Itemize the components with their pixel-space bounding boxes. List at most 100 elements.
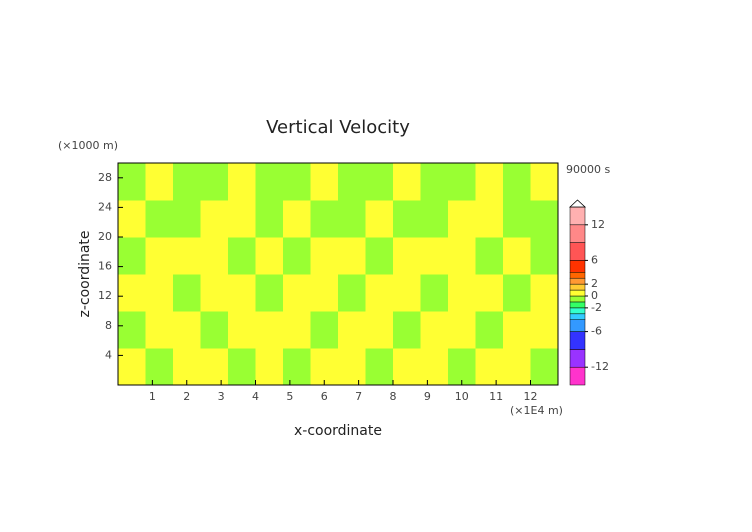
contour-cell xyxy=(200,200,229,238)
contour-cell xyxy=(283,311,311,349)
x-tick-label: 5 xyxy=(286,390,293,403)
contour-cell xyxy=(310,274,339,312)
contour-cell xyxy=(118,311,146,349)
contour-cell xyxy=(200,163,229,201)
colorbar-swatch xyxy=(569,307,586,315)
contour-cell xyxy=(475,163,504,201)
time-label: 90000 s xyxy=(566,163,610,176)
colorbar-swatch xyxy=(569,272,586,279)
contour-cell xyxy=(503,163,531,201)
colorbar-arrow xyxy=(568,199,587,208)
contour-cell xyxy=(173,274,201,312)
contour-cell xyxy=(283,200,311,238)
contour-cell xyxy=(255,200,284,238)
contour-cell xyxy=(338,200,366,238)
contour-cell xyxy=(173,163,201,201)
colorbar-tick-label: 0 xyxy=(591,289,598,302)
contour-cell xyxy=(365,348,394,386)
contour-cell xyxy=(448,311,476,349)
contour-cell xyxy=(310,348,339,386)
contour-cell xyxy=(255,163,284,201)
contour-cell xyxy=(530,163,559,201)
contour-cell xyxy=(310,200,339,238)
chart-title: Vertical Velocity xyxy=(266,117,410,138)
x-axis-label: x-coordinate xyxy=(294,423,382,439)
contour-cell xyxy=(145,237,174,275)
x-tick-label: 10 xyxy=(455,390,469,403)
contour-cell xyxy=(118,237,146,275)
contour-cell xyxy=(530,237,559,275)
contour-cell xyxy=(338,163,366,201)
contour-cell xyxy=(420,237,449,275)
colorbar-swatch xyxy=(569,242,586,261)
colorbar-swatch xyxy=(569,260,586,273)
contour-cell xyxy=(365,311,394,349)
contour-cell xyxy=(200,274,229,312)
contour-cell xyxy=(420,348,449,386)
contour-cell xyxy=(365,274,394,312)
contour-cell xyxy=(338,348,366,386)
contour-cell xyxy=(475,200,504,238)
x-tick-label: 6 xyxy=(321,390,328,403)
contour-cell xyxy=(118,163,146,201)
y-tick-label: 12 xyxy=(98,289,112,302)
x-tick-label: 3 xyxy=(218,390,225,403)
contour-cell xyxy=(283,348,311,386)
contour-cell xyxy=(283,274,311,312)
contour-cell xyxy=(448,274,476,312)
contour-cell xyxy=(503,348,531,386)
x-tick-label: 9 xyxy=(424,390,431,403)
contour-cell xyxy=(283,237,311,275)
contour-cell xyxy=(145,163,174,201)
y-unit: (×1000 m) xyxy=(58,139,118,152)
colorbar-tick-label: 12 xyxy=(591,218,605,231)
colorbar-swatch xyxy=(569,277,586,285)
contour-cell xyxy=(310,163,339,201)
contour-cell xyxy=(228,200,256,238)
contour-cell xyxy=(255,237,284,275)
contour-cell xyxy=(393,348,421,386)
contour-cell xyxy=(173,311,201,349)
contour-cell xyxy=(173,348,201,386)
colorbar-swatch xyxy=(569,313,586,320)
contour-cell xyxy=(393,200,421,238)
contour-cell xyxy=(365,237,394,275)
contour-cell xyxy=(365,163,394,201)
y-tick-label: 4 xyxy=(105,348,112,361)
contour-cell xyxy=(145,348,174,386)
contour-cell xyxy=(200,348,229,386)
y-tick-label: 16 xyxy=(98,260,112,273)
x-tick-label: 8 xyxy=(390,390,397,403)
contour-cell xyxy=(310,311,339,349)
contour-cell xyxy=(530,348,559,386)
contour-cell xyxy=(310,237,339,275)
contour-cell xyxy=(448,348,476,386)
colorbar-swatch xyxy=(569,349,586,368)
contour-cell xyxy=(173,237,201,275)
colorbar-tick-label: -12 xyxy=(591,360,609,373)
contour-cell xyxy=(475,348,504,386)
contour-cell xyxy=(393,237,421,275)
contour-cell xyxy=(530,311,559,349)
colorbar-tick-label: 6 xyxy=(591,253,598,266)
x-tick-label: 11 xyxy=(489,390,503,403)
colorbar-swatch xyxy=(569,366,586,386)
contour-cell xyxy=(448,200,476,238)
contour-cell xyxy=(283,163,311,201)
contour-cell xyxy=(530,200,559,238)
y-tick-label: 8 xyxy=(105,319,112,332)
colorbar-swatch xyxy=(569,289,586,297)
contour-cell xyxy=(118,348,146,386)
colorbar-swatch xyxy=(569,301,586,309)
contour-cell xyxy=(503,311,531,349)
contour-cell xyxy=(365,200,394,238)
contour-cell xyxy=(228,348,256,386)
contour-cell xyxy=(255,274,284,312)
y-axis-label: z-coordinate xyxy=(77,230,93,317)
y-tick-label: 20 xyxy=(98,230,112,243)
colorbar-swatch xyxy=(569,283,586,291)
x-tick-label: 1 xyxy=(149,390,156,403)
colorbar-tick-label: -6 xyxy=(591,325,602,338)
contour-cell xyxy=(475,311,504,349)
contour-cell xyxy=(338,237,366,275)
